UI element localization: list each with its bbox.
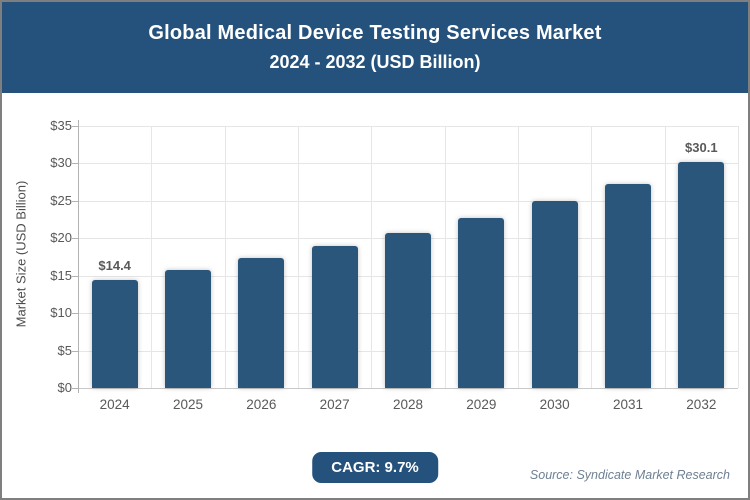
gridline-vertical — [298, 125, 299, 388]
x-axis-label-2032: 2032 — [686, 397, 717, 412]
gridline-vertical — [738, 125, 739, 388]
bar-2027 — [311, 246, 358, 388]
y-axis-tick-label: $35 — [50, 117, 72, 133]
y-axis-tick — [72, 238, 78, 239]
x-axis-label-2025: 2025 — [172, 397, 204, 412]
y-axis-tick-label: $15 — [50, 267, 72, 283]
y-axis-title: Market Size (USD Billion) — [13, 180, 29, 328]
y-axis-line — [78, 119, 79, 393]
gridline-horizontal — [78, 163, 738, 164]
gridline-vertical — [664, 125, 666, 388]
x-axis-label-2031: 2031 — [612, 397, 644, 412]
bar-value-label-2024: $14.4 — [98, 258, 131, 273]
gridline-horizontal — [78, 125, 738, 127]
bar-2029 — [458, 217, 505, 388]
y-axis-tick — [72, 350, 78, 352]
bar-2032 — [678, 162, 725, 388]
gridline-vertical — [224, 125, 226, 388]
y-axis-tick — [72, 163, 78, 164]
y-axis-tick — [72, 125, 78, 127]
y-axis-tick-label: $30 — [50, 155, 72, 170]
x-axis-label-2026: 2026 — [246, 397, 277, 412]
y-axis-tick — [72, 313, 78, 314]
gridline-horizontal — [78, 200, 738, 202]
x-axis-label-2030: 2030 — [539, 397, 570, 412]
y-axis-tick-label: $10 — [50, 305, 72, 320]
x-axis-label-2024: 2024 — [99, 397, 130, 412]
bar-2026 — [238, 258, 285, 388]
y-axis-tick-label: $20 — [50, 230, 72, 245]
gridline-vertical — [518, 125, 519, 388]
gridline-horizontal — [78, 388, 738, 389]
chart-title: Global Medical Device Testing Services M… — [148, 22, 602, 44]
bar-2025 — [165, 269, 211, 388]
y-axis-tick — [72, 388, 78, 389]
chart-subtitle: 2024 - 2032 (USD Billion) — [269, 52, 481, 72]
y-axis-tick — [72, 275, 78, 277]
gridline-vertical — [444, 125, 446, 388]
y-axis-tick — [72, 200, 78, 202]
bar-2031 — [605, 184, 651, 388]
chart-header: Global Medical Device Testing Services M… — [2, 2, 748, 93]
bar-2030 — [531, 201, 578, 388]
bar-2024 — [91, 280, 138, 388]
y-axis-tick-label: $5 — [57, 342, 72, 358]
y-axis-tick-label: $25 — [50, 192, 72, 208]
y-axis-tick-label: $0 — [57, 380, 72, 395]
x-axis-label-2027: 2027 — [319, 397, 350, 412]
gridline-vertical — [591, 125, 593, 388]
cagr-badge: CAGR: 9.7% — [312, 452, 438, 483]
gridline-vertical — [371, 125, 373, 388]
x-axis-label-2028: 2028 — [392, 397, 424, 412]
source-attribution: Source: Syndicate Market Research — [529, 468, 730, 482]
gridline-vertical — [151, 125, 153, 388]
x-axis-label-2029: 2029 — [466, 397, 497, 412]
bar-2028 — [385, 232, 431, 388]
bar-value-label-2032: $30.1 — [685, 140, 718, 156]
